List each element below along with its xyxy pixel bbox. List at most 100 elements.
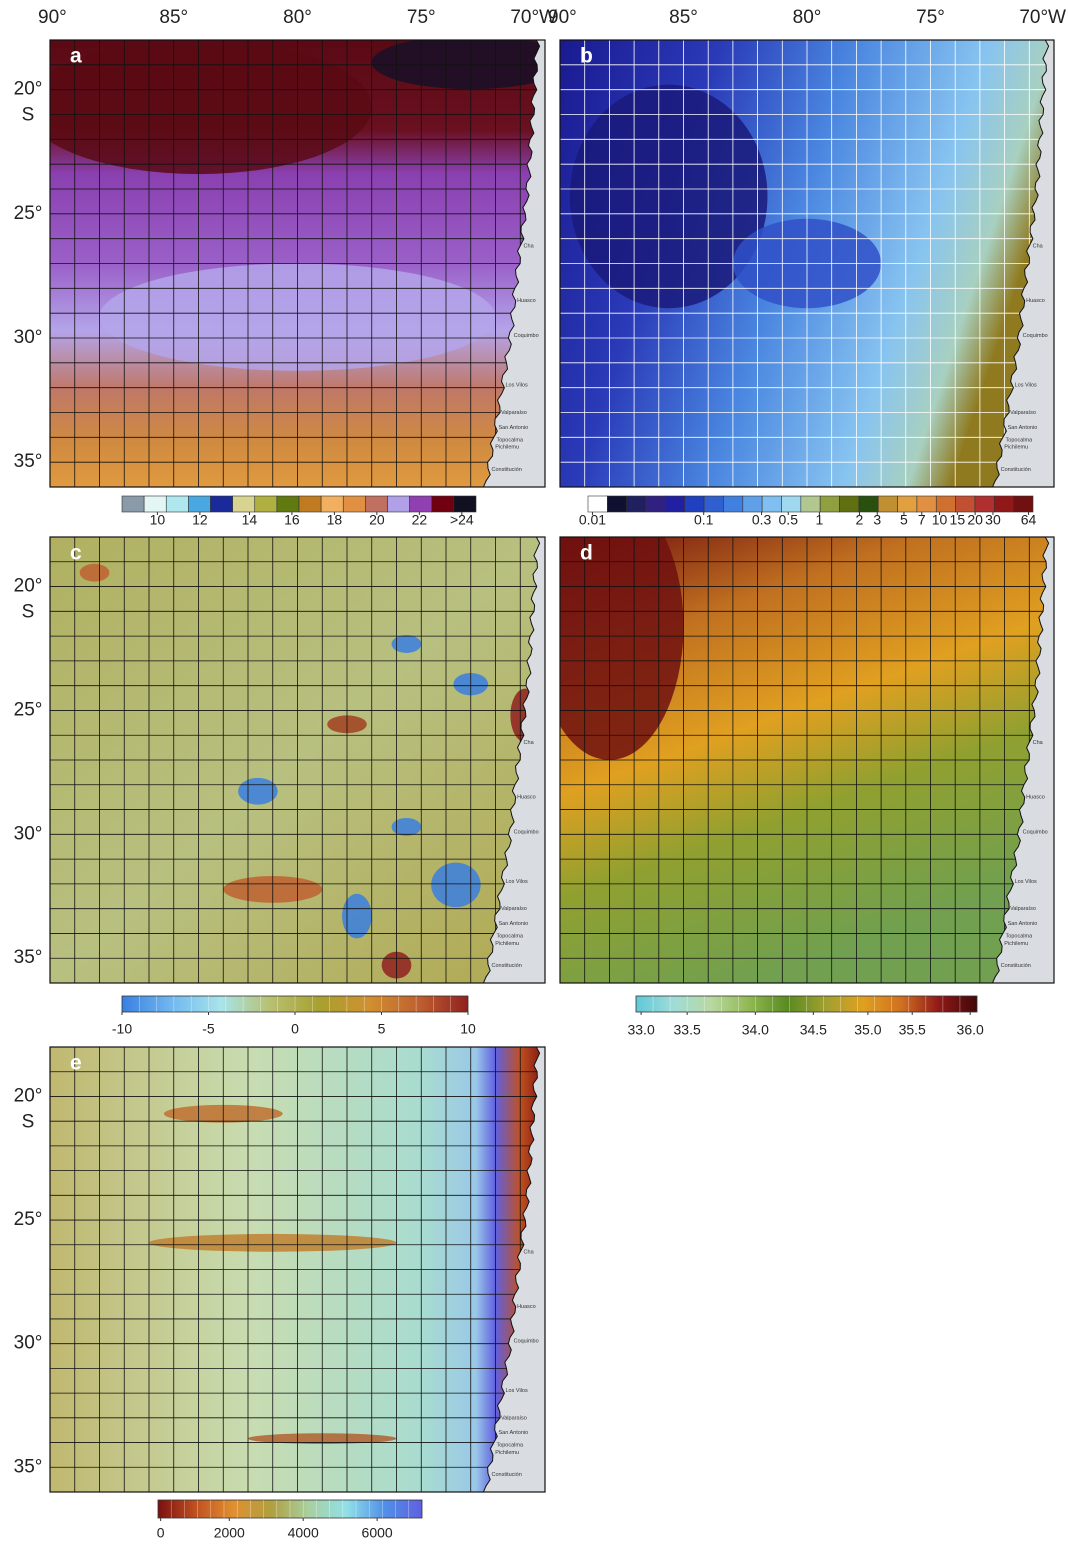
panel-letter: a <box>70 45 82 68</box>
colorbar-label: -10 <box>112 1021 132 1037</box>
place-name: Pichilemu <box>495 1450 519 1456</box>
colorbar-label: 0 <box>157 1525 165 1541</box>
colorbar-label: 0.1 <box>694 512 714 528</box>
figure: Cha Huasco Coquimbo Los Vilos Valparaíso San … <box>0 0 1068 1544</box>
colorbar-swatch <box>188 496 210 512</box>
place-name: Valparaíso <box>501 410 527 416</box>
colorbar-label: 6000 <box>362 1525 393 1541</box>
colorbar-swatch <box>704 496 723 512</box>
colorbar-swatch <box>936 496 955 512</box>
colorbar-label: 5 <box>900 512 908 528</box>
lat-label: 35° <box>14 947 43 968</box>
hemisphere-label: S <box>22 1111 35 1132</box>
lon-label: 80° <box>283 7 312 28</box>
panel-letter: d <box>580 542 593 565</box>
place-name: Huasco <box>517 1304 536 1310</box>
colorbar-swatch <box>588 496 607 512</box>
colorbar-swatch <box>321 496 343 512</box>
colorbar-swatch <box>685 496 704 512</box>
place-name: Constitución <box>491 963 521 969</box>
place-name: Huasco <box>1026 298 1045 304</box>
lat-label: 20° <box>14 576 43 597</box>
place-name: San Antonio <box>1008 425 1038 431</box>
colorbar-swatch <box>898 496 917 512</box>
map-feature <box>392 635 422 653</box>
map-feature <box>342 894 372 939</box>
colorbar-label: 5 <box>378 1021 386 1037</box>
place-name: Topocalma <box>1006 933 1034 939</box>
lon-label: 75° <box>407 7 436 28</box>
lat-label: 25° <box>14 203 43 224</box>
lon-label: 90° <box>38 7 67 28</box>
colorbar-label: 16 <box>284 512 300 528</box>
place-name: Topocalma <box>1006 437 1034 443</box>
colorbar-swatch <box>840 496 859 512</box>
colorbar-label: 2 <box>856 512 864 528</box>
place-name: Coquimbo <box>514 1339 539 1345</box>
colorbar-swatch <box>365 496 387 512</box>
place-name: Pichilemu <box>1004 445 1028 451</box>
place-name: San Antonio <box>499 921 529 927</box>
colorbar-label: 64 <box>1021 512 1037 528</box>
colorbar-label: 10 <box>150 512 166 528</box>
colorbar-label: 34.0 <box>742 1022 769 1038</box>
place-name: San Antonio <box>499 425 529 431</box>
map-panel: ChaHuascoCoquimboLos VilosValparaísoSan … <box>560 40 1054 487</box>
map-feature <box>431 863 481 908</box>
page: {"top_axis": {"labels": ["90°", "85°", "… <box>0 0 1068 1544</box>
colorbar-label: 15 <box>950 512 966 528</box>
panel-letter: e <box>70 1052 82 1075</box>
colorbar-swatch <box>665 496 684 512</box>
colorbar-label: 1 <box>816 512 824 528</box>
place-name: San Antonio <box>1008 921 1038 927</box>
colorbar-swatch <box>859 496 878 512</box>
colorbar-label: 10 <box>932 512 948 528</box>
lat-label: 35° <box>14 1456 43 1477</box>
colorbar-swatch <box>627 496 646 512</box>
colorbar-swatch <box>801 496 820 512</box>
colorbar-swatch <box>820 496 839 512</box>
place-name: Cha <box>1033 244 1044 250</box>
colorbar-label: 33.0 <box>627 1022 654 1038</box>
lat-label: 30° <box>14 327 43 348</box>
colorbar-swatch <box>743 496 762 512</box>
colorbar-label: 10 <box>460 1021 476 1037</box>
colorbar-swatch <box>388 496 410 512</box>
map-feature <box>80 564 110 582</box>
place-name: Pichilemu <box>495 445 519 451</box>
colorbar-label: 34.5 <box>800 1022 827 1038</box>
colorbar-label: 0.5 <box>779 512 799 528</box>
map-field: ChaHuascoCoquimboLos VilosValparaísoSan … <box>50 537 545 983</box>
colorbar-label: 20 <box>967 512 983 528</box>
place-name: Los Vilos <box>506 879 528 885</box>
lat-label: 30° <box>14 1333 43 1354</box>
colorbar-swatch <box>122 496 144 512</box>
colorbar-swatch <box>166 496 188 512</box>
place-name: Coquimbo <box>1023 829 1048 835</box>
lat-label: 35° <box>14 451 43 472</box>
place-name: Topocalma <box>496 933 524 939</box>
place-name: Constitución <box>1001 963 1031 969</box>
colorbar-label: 12 <box>192 512 208 528</box>
lat-label: 25° <box>14 699 43 720</box>
colorbar-label: 33.5 <box>674 1022 701 1038</box>
colorbar-label: 18 <box>327 512 343 528</box>
colorbar-swatch <box>454 496 476 512</box>
colorbar-swatch <box>410 496 432 512</box>
colorbar-swatch <box>762 496 781 512</box>
place-name: San Antonio <box>499 1430 529 1436</box>
colorbar-label: 0.3 <box>752 512 772 528</box>
colorbar-swatch <box>878 496 897 512</box>
colorbar-swatch <box>975 496 994 512</box>
colorbar-swatch <box>917 496 936 512</box>
place-name: Valparaíso <box>1010 906 1036 912</box>
colorbar-label: 22 <box>412 512 428 528</box>
colorbar-label: 0.01 <box>579 512 606 528</box>
place-name: Constitución <box>491 1472 521 1478</box>
colorbar-swatch <box>233 496 255 512</box>
lat-label: 25° <box>14 1209 43 1230</box>
